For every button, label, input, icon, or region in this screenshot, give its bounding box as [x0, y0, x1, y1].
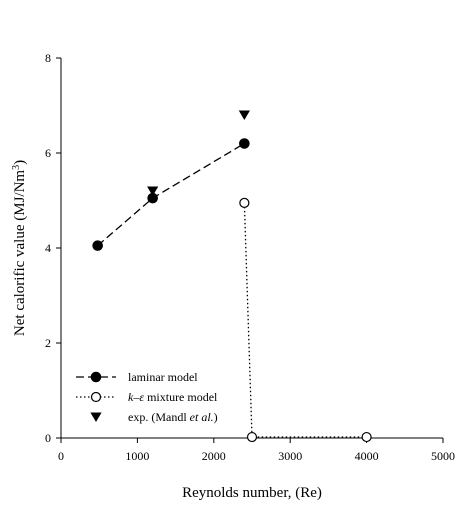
series-1-point [92, 240, 103, 251]
series-1-line [97, 142, 245, 247]
series-layer [92, 110, 372, 443]
x-axis: 0 1000 2000 3000 4000 5000 [58, 438, 455, 463]
y-tick-label: 0 [45, 431, 51, 445]
legend-swatch-marker [90, 371, 102, 383]
series-2-line [243, 202, 367, 438]
legend-label-part: exp. (Mandl [128, 410, 190, 424]
y-tick-label: 8 [45, 51, 51, 65]
y-tick-label: 2 [45, 336, 51, 350]
y-axis: 0 2 4 6 8 [45, 51, 61, 445]
legend-label-part: ) [214, 410, 218, 424]
series-2-point [361, 431, 372, 443]
y-tick-label: 4 [45, 241, 51, 255]
legend-item-2: k–ε mixture model [76, 390, 218, 404]
legend-item-1: laminar model [76, 370, 198, 384]
y-tick-label: 6 [45, 146, 51, 160]
x-tick-label: 1000 [125, 449, 149, 463]
legend-label-part: laminar model [128, 370, 198, 384]
legend-swatch-marker [90, 412, 102, 423]
x-tick-label: 5000 [431, 449, 455, 463]
legend-label-part: et al. [190, 410, 214, 424]
legend-label-part: k–ε [128, 390, 144, 404]
series-1 [92, 138, 250, 251]
legend-item-3: exp. (Mandl et al.) [90, 410, 218, 424]
legend-label: laminar model [128, 370, 198, 384]
legend-swatch-marker [90, 391, 102, 403]
y-axis-title-main: Net calorific value (MJ/Nm [12, 170, 28, 337]
series-2-point [246, 431, 258, 443]
x-axis-title: Reynolds number, (Re) [182, 485, 322, 501]
y-axis-title-superscript: 3 [11, 165, 22, 170]
x-tick-label: 2000 [202, 449, 226, 463]
x-tick-label: 4000 [355, 449, 379, 463]
legend-label: exp. (Mandl et al.) [128, 410, 218, 424]
legend-label-part: mixture model [144, 390, 218, 404]
y-axis-title: Net calorific value (MJ/Nm3) [11, 160, 29, 336]
series-3 [147, 110, 250, 197]
x-tick-label: 3000 [278, 449, 302, 463]
series-3-point [238, 110, 250, 121]
series-2 [239, 197, 372, 443]
y-axis-title-close: ) [12, 160, 28, 165]
legend: laminar model k–ε mixture model exp. (Mand… [76, 370, 218, 424]
series-1-point [239, 138, 250, 149]
series-2-point [239, 197, 250, 208]
legend-label: k–ε mixture model [128, 390, 218, 404]
x-tick-label: 0 [58, 449, 64, 463]
plot-area [60, 58, 443, 439]
series-3-point [147, 186, 159, 197]
